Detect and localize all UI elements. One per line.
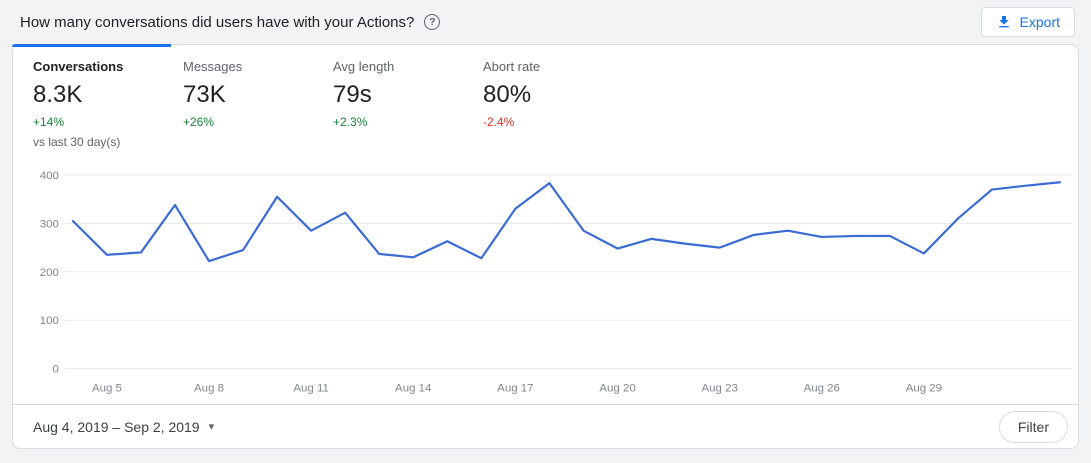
export-button[interactable]: Export	[980, 7, 1075, 37]
metric-label: Conversations	[33, 59, 124, 74]
svg-text:Aug 8: Aug 8	[194, 383, 224, 395]
svg-text:200: 200	[40, 267, 59, 279]
metric-value: 8.3K	[33, 81, 83, 108]
page-title: How many conversations did users have wi…	[20, 13, 415, 31]
active-tab-indicator	[12, 44, 171, 47]
conversations-line-chart: 0 100 200 300 400 Aug 5 Aug 8 Aug 11 Aug 14 Aug 1…	[13, 163, 1078, 404]
tab-abort-rate[interactable]: Abort rate 80% -2.4%	[483, 59, 633, 163]
metric-delta: +14%	[33, 115, 65, 129]
svg-text:Aug 5: Aug 5	[92, 383, 122, 395]
help-icon[interactable]: ?	[424, 14, 441, 30]
tab-avg-length[interactable]: Avg length 79s +2.3%	[333, 59, 483, 163]
svg-text:Aug 11: Aug 11	[293, 383, 329, 395]
date-range-label: Aug 4, 2019 – Sep 2, 2019	[33, 418, 200, 435]
date-range-selector[interactable]: Aug 4, 2019 – Sep 2, 2019 ▾	[33, 419, 214, 435]
comparison-note: vs last 30 day(s)	[33, 135, 121, 149]
chevron-down-icon: ▾	[208, 421, 215, 433]
export-label: Export	[1019, 14, 1060, 30]
svg-text:Aug 20: Aug 20	[599, 383, 635, 395]
metric-delta: +26%	[183, 115, 215, 129]
tab-conversations[interactable]: Conversations 8.3K +14% vs last 30 day(s…	[33, 59, 183, 163]
metric-tabs: Conversations 8.3K +14% vs last 30 day(s…	[13, 45, 1078, 163]
svg-text:Aug 14: Aug 14	[395, 383, 432, 395]
card-footer: Aug 4, 2019 – Sep 2, 2019 ▾ Filter	[13, 404, 1078, 448]
svg-text:Aug 23: Aug 23	[701, 383, 737, 395]
line-chart-canvas: 0 100 200 300 400 Aug 5 Aug 8 Aug 11 Aug 14 Aug 1…	[40, 170, 1072, 395]
metric-value: 80%	[483, 81, 532, 108]
metric-value: 73K	[183, 81, 226, 108]
tab-messages[interactable]: Messages 73K +26%	[183, 59, 333, 163]
metric-label: Messages	[183, 59, 243, 74]
metric-value: 79s	[333, 81, 372, 108]
top-bar: How many conversations did users have wi…	[0, 0, 1091, 44]
svg-text:0: 0	[53, 364, 59, 376]
metric-label: Abort rate	[483, 59, 541, 74]
svg-text:300: 300	[40, 218, 59, 230]
svg-text:Aug 29: Aug 29	[906, 383, 942, 395]
metric-label: Avg length	[333, 59, 395, 74]
metric-delta: +2.3%	[333, 115, 368, 129]
svg-text:Aug 26: Aug 26	[804, 383, 840, 395]
metric-delta: -2.4%	[483, 115, 515, 129]
svg-text:400: 400	[40, 170, 59, 182]
filter-button[interactable]: Filter	[998, 410, 1068, 443]
analytics-card: Conversations 8.3K +14% vs last 30 day(s…	[12, 44, 1079, 449]
download-icon	[998, 16, 1009, 28]
svg-text:100: 100	[40, 315, 59, 327]
svg-text:Aug 17: Aug 17	[497, 383, 533, 395]
